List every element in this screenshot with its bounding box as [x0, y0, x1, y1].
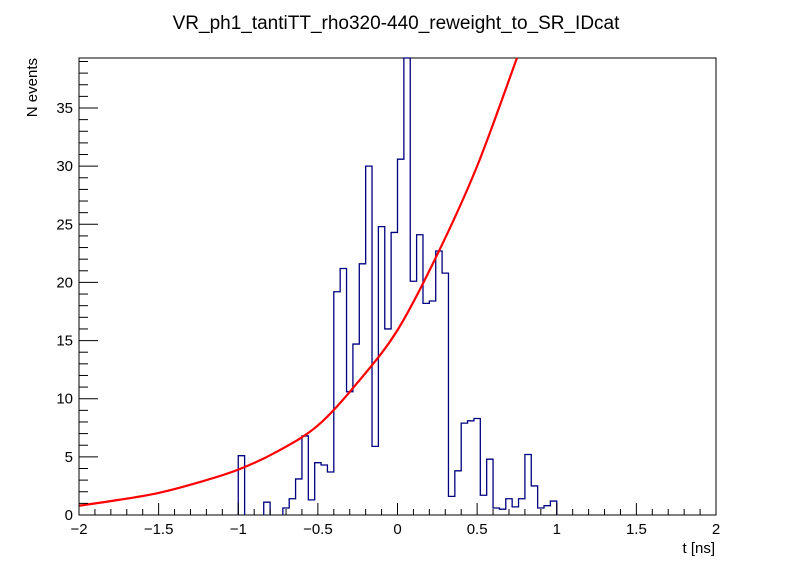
histogram-bin [487, 459, 493, 515]
histogram-bin [442, 273, 448, 515]
histogram-bin [296, 479, 302, 515]
y-tick-label: 25 [56, 216, 73, 233]
x-tick-label: −0.5 [303, 521, 333, 538]
y-tick-label: 30 [56, 158, 73, 175]
histogram-bin [347, 392, 353, 515]
histogram-bin [238, 456, 244, 515]
histogram-bin [436, 251, 442, 515]
histogram-bin [404, 58, 410, 515]
histogram-bin [474, 418, 480, 515]
histogram-bin [417, 235, 423, 515]
histogram-bin [455, 471, 461, 515]
histogram-bin [398, 159, 404, 515]
histogram-bin [519, 499, 525, 515]
histogram-bin [544, 506, 550, 515]
histogram-bin [468, 421, 474, 515]
histogram-bin [499, 509, 505, 515]
histogram-bin [493, 508, 499, 515]
x-tick-label: 0 [393, 521, 401, 538]
y-tick-label: 20 [56, 274, 73, 291]
x-axis-label: t [ns] [682, 540, 715, 557]
histogram-bin [550, 501, 556, 515]
histogram-bin [302, 436, 308, 515]
histogram-bin [359, 264, 365, 515]
histogram-bin [480, 495, 486, 515]
y-tick-label: 35 [56, 100, 73, 117]
y-tick-label: 0 [65, 507, 73, 524]
histogram-bin [340, 268, 346, 515]
x-tick-label: 1 [553, 521, 561, 538]
histogram-bin [372, 446, 378, 515]
histogram-bin [525, 455, 531, 515]
histogram-bin [366, 166, 372, 515]
histogram-bin [327, 472, 333, 515]
histogram-outline [237, 57, 558, 515]
x-tick-label: −2 [70, 521, 87, 538]
y-tick-label: 5 [65, 449, 73, 466]
x-tick-label: 2 [712, 521, 720, 538]
histogram-bin [385, 329, 391, 515]
histogram-bin [353, 344, 359, 515]
histogram-bin [448, 496, 454, 515]
histogram-bin [512, 507, 518, 515]
histogram-bin [531, 486, 537, 515]
histogram-bin [264, 502, 270, 515]
histogram-bin [461, 423, 467, 515]
x-tick-label: −1.5 [144, 521, 174, 538]
y-tick-label: 10 [56, 391, 73, 408]
y-tick-label: 15 [56, 333, 73, 350]
histogram-bin [378, 227, 384, 515]
histogram-bin [308, 500, 314, 515]
x-tick-label: −1 [230, 521, 247, 538]
histogram-bin [423, 303, 429, 515]
histogram-bin [429, 301, 435, 515]
fit-curve [78, 57, 518, 507]
chart-title: VR_ph1_tantiTT_rho320-440_reweight_to_SR… [173, 13, 620, 34]
histogram-bin [289, 499, 295, 515]
y-axis-label: N events [24, 58, 41, 117]
x-tick-label: 0.5 [467, 521, 488, 538]
x-tick-label: 1.5 [626, 521, 647, 538]
histogram-bin [321, 465, 327, 515]
histogram-bin [391, 232, 397, 515]
histogram-bin [410, 281, 416, 515]
